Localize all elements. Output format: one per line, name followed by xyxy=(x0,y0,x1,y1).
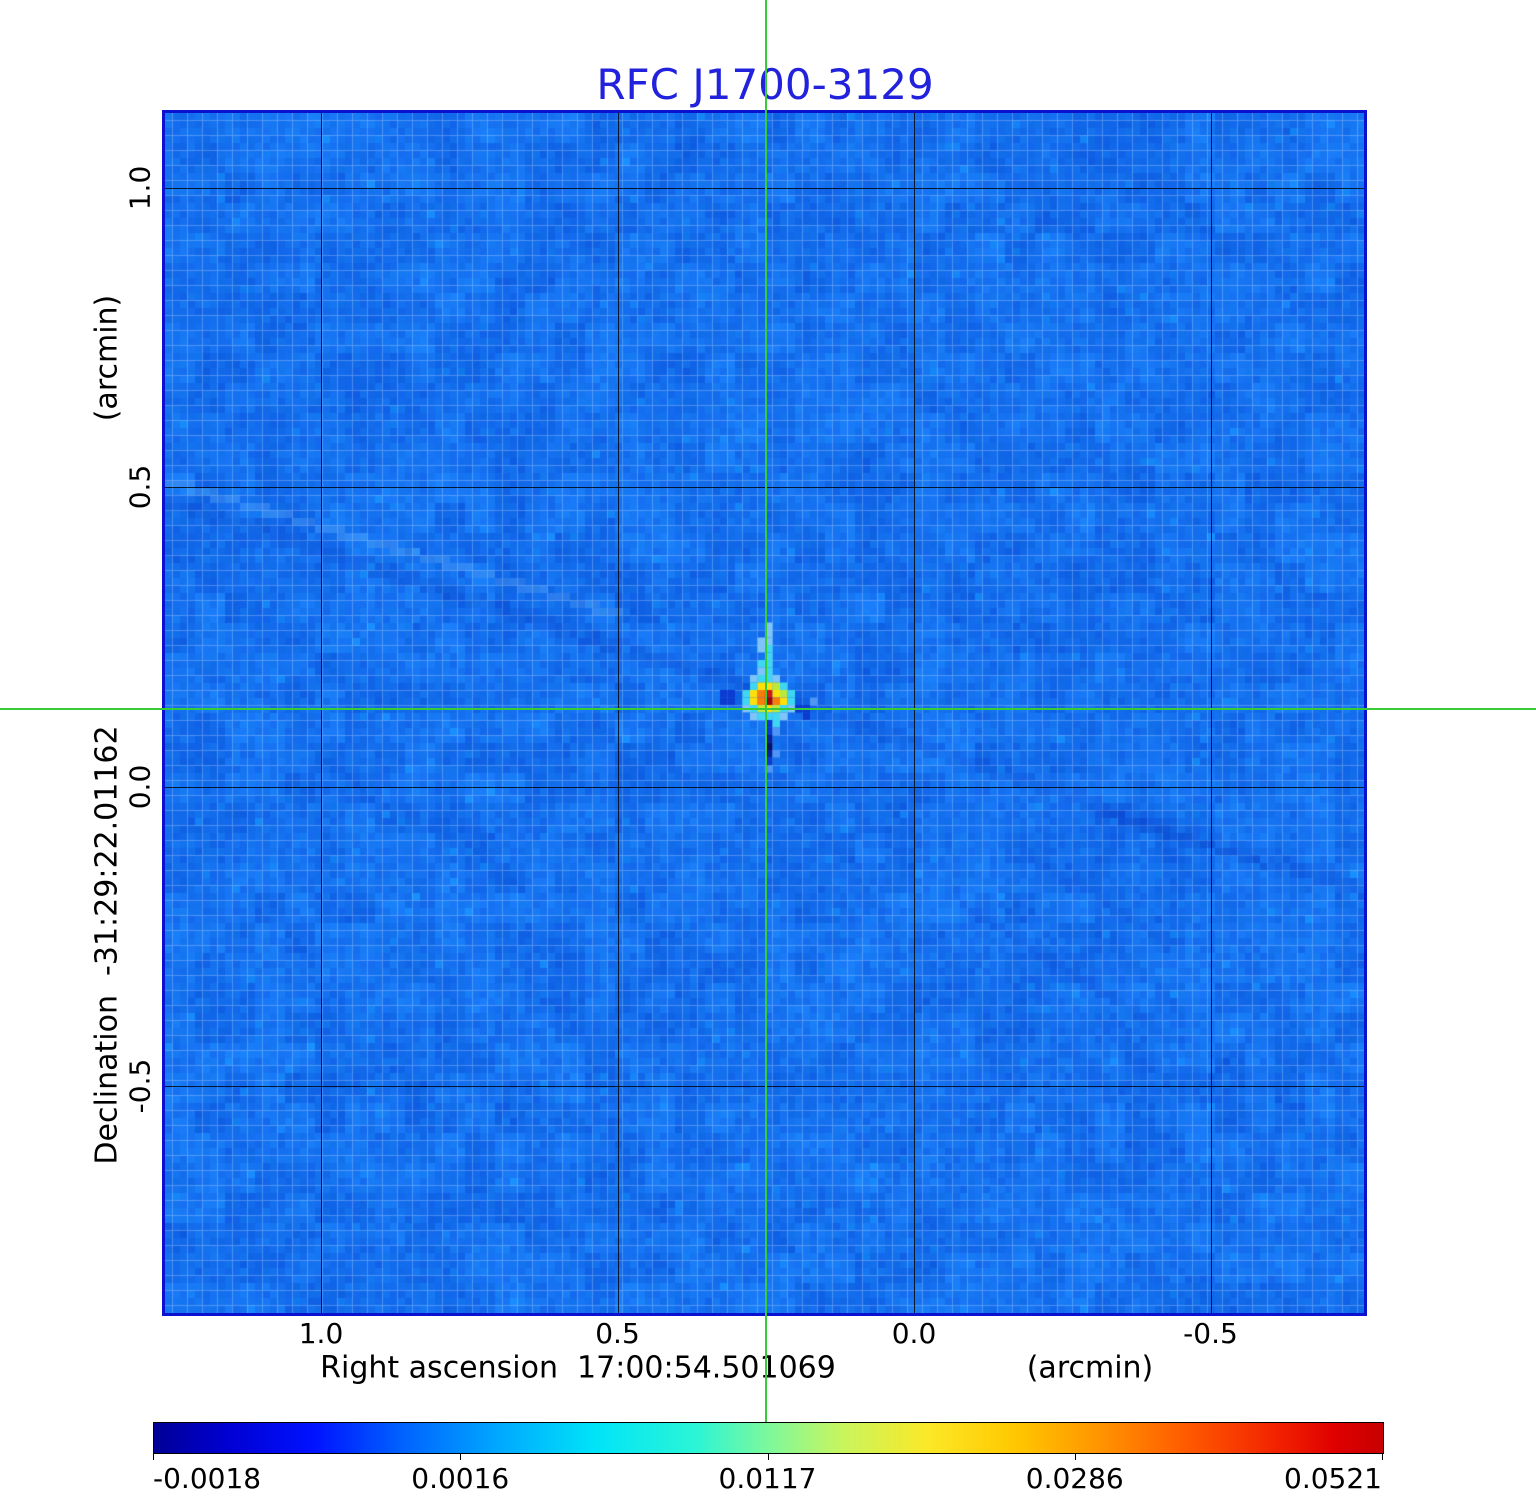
sky-heatmap-canvas xyxy=(165,113,1364,1313)
x-axis-unit-label: (arcmin) xyxy=(1026,1350,1154,1386)
colorbar-tick-label: 0.0117 xyxy=(718,1462,817,1495)
y-tick-label: 0.0 xyxy=(123,764,157,809)
x-axis-title: Right ascension 17:00:54.501069 xyxy=(320,1350,836,1386)
plot-title: RFC J1700-3129 xyxy=(596,60,934,109)
x-gridline xyxy=(321,113,322,1313)
y-axis-unit-label: (arcmin) xyxy=(89,294,125,422)
x-tick-label: -0.5 xyxy=(1183,1317,1238,1350)
colorbar-tick-label: -0.0018 xyxy=(153,1462,262,1495)
colorbar-tick xyxy=(460,1453,461,1460)
y-tick-label: 0.5 xyxy=(123,464,157,510)
y-gridline xyxy=(165,1086,1364,1087)
crosshair-vertical-line xyxy=(765,0,767,1422)
x-gridline xyxy=(618,113,619,1313)
colorbar-tick xyxy=(1075,1453,1076,1460)
y-gridline xyxy=(165,487,1364,488)
colorbar-tick xyxy=(153,1453,154,1460)
colorbar-tick-label: 0.0521 xyxy=(1284,1462,1382,1495)
y-tick-label: -0.5 xyxy=(123,1058,157,1114)
colorbar-tick xyxy=(1382,1453,1383,1460)
x-gridline xyxy=(1211,113,1212,1313)
y-axis-title: Declination -31:29:22.01162 xyxy=(89,725,125,1165)
y-tick-label: 1.0 xyxy=(123,165,157,211)
x-tick-label: 0.0 xyxy=(891,1317,937,1350)
x-tick-label: 1.0 xyxy=(298,1317,344,1350)
x-gridline xyxy=(914,113,915,1313)
y-gridline xyxy=(165,188,1364,189)
colorbar xyxy=(153,1422,1384,1454)
plot-area xyxy=(162,110,1367,1316)
colorbar-tick-label: 0.0286 xyxy=(1025,1462,1124,1495)
colorbar-tick-label: 0.0016 xyxy=(411,1462,510,1495)
colorbar-tick xyxy=(768,1453,769,1460)
x-tick-label: 0.5 xyxy=(595,1317,640,1350)
y-gridline xyxy=(165,787,1364,788)
crosshair-horizontal-line xyxy=(0,708,1536,710)
